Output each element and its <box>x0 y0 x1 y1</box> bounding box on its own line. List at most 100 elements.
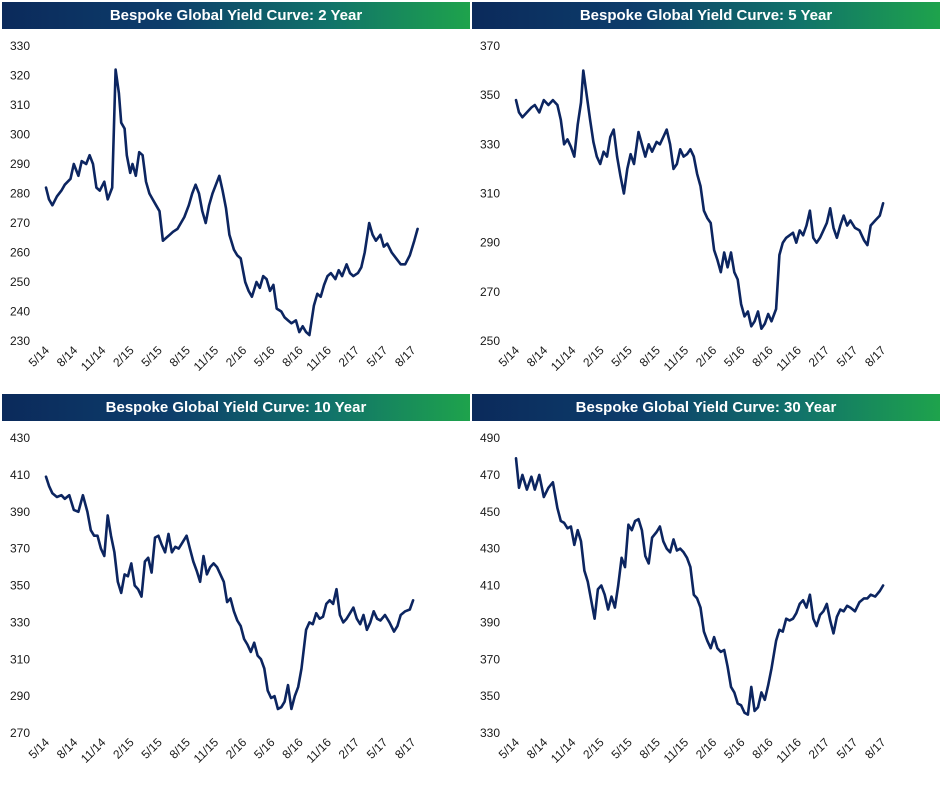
x-tick-label: 5/16 <box>251 343 278 370</box>
x-tick-label: 8/16 <box>279 343 306 370</box>
x-tick-label: 8/14 <box>524 735 551 762</box>
x-tick-label: 8/17 <box>862 735 889 762</box>
x-tick-label: 2/16 <box>693 735 720 762</box>
x-tick-label: 5/16 <box>721 343 748 370</box>
x-tick-label: 5/15 <box>608 343 635 370</box>
y-tick-label: 270 <box>480 285 500 299</box>
y-tick-label: 410 <box>480 579 500 593</box>
y-tick-label: 310 <box>10 98 30 112</box>
x-tick-label: 8/14 <box>54 343 81 370</box>
chart-title: Bespoke Global Yield Curve: 2 Year <box>2 2 470 29</box>
x-tick-label: 11/15 <box>191 343 222 374</box>
x-tick-label: 8/14 <box>54 735 81 762</box>
y-tick-label: 240 <box>10 305 30 319</box>
x-tick-label: 5/17 <box>364 735 391 762</box>
x-tick-label: 8/15 <box>637 735 664 762</box>
x-tick-label: 11/14 <box>78 735 109 766</box>
y-tick-label: 350 <box>480 88 500 102</box>
y-tick-label: 350 <box>480 689 500 703</box>
y-tick-label: 280 <box>10 187 30 201</box>
y-tick-label: 370 <box>480 39 500 53</box>
x-tick-label: 2/15 <box>110 343 137 370</box>
y-tick-label: 350 <box>10 579 30 593</box>
x-tick-label: 2/17 <box>336 735 363 762</box>
x-tick-label: 11/16 <box>773 343 804 374</box>
x-tick-label: 11/14 <box>548 735 579 766</box>
x-tick-label: 5/15 <box>608 735 635 762</box>
x-tick-label: 2/15 <box>580 343 607 370</box>
x-tick-label: 8/16 <box>279 735 306 762</box>
x-tick-label: 2/17 <box>336 343 363 370</box>
y-tick-label: 260 <box>10 246 30 260</box>
y-tick-label: 410 <box>10 468 30 482</box>
chart-title: Bespoke Global Yield Curve: 5 Year <box>472 2 940 29</box>
y-tick-label: 430 <box>10 431 30 445</box>
chart-panel-10-year: Bespoke Global Yield Curve: 10 Year 270 2… <box>2 394 470 784</box>
yield-curve-line <box>44 68 419 337</box>
x-tick-label: 11/16 <box>773 735 804 766</box>
y-tick-label: 290 <box>10 689 30 703</box>
x-tick-label: 8/17 <box>392 343 419 370</box>
x-tick-label: 5/17 <box>834 735 861 762</box>
x-tick-label: 8/16 <box>749 343 776 370</box>
x-tick-label: 5/16 <box>251 735 278 762</box>
y-tick-label: 300 <box>10 128 30 142</box>
x-tick-label: 2/17 <box>806 735 833 762</box>
y-tick-label: 330 <box>10 39 30 53</box>
y-tick-label: 370 <box>10 542 30 556</box>
y-tick-label: 330 <box>480 137 500 151</box>
y-tick-label: 270 <box>10 216 30 230</box>
yield-curve-line <box>514 69 885 330</box>
y-tick-label: 330 <box>10 615 30 629</box>
y-tick-label: 250 <box>10 275 30 289</box>
x-tick-label: 11/15 <box>661 343 692 374</box>
chart-title: Bespoke Global Yield Curve: 10 Year <box>2 394 470 421</box>
x-tick-label: 5/16 <box>721 735 748 762</box>
y-tick-label: 290 <box>10 157 30 171</box>
y-tick-label: 230 <box>10 334 30 348</box>
x-tick-label: 5/15 <box>138 343 165 370</box>
y-tick-label: 250 <box>480 334 500 348</box>
y-tick-label: 390 <box>10 505 30 519</box>
x-tick-label: 11/15 <box>661 735 692 766</box>
y-tick-label: 370 <box>480 652 500 666</box>
chart-panel-30-year: Bespoke Global Yield Curve: 30 Year 330 3… <box>472 394 940 784</box>
chart-title: Bespoke Global Yield Curve: 30 Year <box>472 394 940 421</box>
y-tick-label: 320 <box>10 69 30 83</box>
y-tick-label: 290 <box>480 236 500 250</box>
y-tick-label: 450 <box>480 505 500 519</box>
x-tick-label: 2/16 <box>693 343 720 370</box>
x-tick-label: 2/17 <box>806 343 833 370</box>
y-tick-label: 470 <box>480 468 500 482</box>
x-tick-label: 8/17 <box>862 343 889 370</box>
y-tick-label: 390 <box>480 615 500 629</box>
x-tick-label: 11/14 <box>78 343 109 374</box>
yield-curve-line <box>514 457 885 716</box>
x-tick-label: 2/16 <box>223 735 250 762</box>
yield-curve-line <box>44 475 415 711</box>
chart-panel-5-year: Bespoke Global Yield Curve: 5 Year 250 27… <box>472 2 940 392</box>
x-tick-label: 11/15 <box>191 735 222 766</box>
x-tick-label: 11/16 <box>303 343 334 374</box>
y-tick-label: 330 <box>480 726 500 740</box>
x-tick-label: 8/15 <box>167 735 194 762</box>
y-tick-label: 270 <box>10 726 30 740</box>
x-tick-label: 2/16 <box>223 343 250 370</box>
chart-panel-2-year: Bespoke Global Yield Curve: 2 Year 230 24… <box>2 2 470 392</box>
x-tick-label: 8/15 <box>637 343 664 370</box>
y-tick-label: 490 <box>480 431 500 445</box>
x-tick-label: 5/17 <box>364 343 391 370</box>
x-tick-label: 8/14 <box>524 343 551 370</box>
x-tick-label: 8/15 <box>167 343 194 370</box>
x-tick-label: 5/17 <box>834 343 861 370</box>
x-tick-label: 2/15 <box>580 735 607 762</box>
x-tick-label: 11/16 <box>303 735 334 766</box>
y-tick-label: 310 <box>480 187 500 201</box>
x-tick-label: 8/16 <box>749 735 776 762</box>
x-tick-label: 5/15 <box>138 735 165 762</box>
x-tick-label: 2/15 <box>110 735 137 762</box>
